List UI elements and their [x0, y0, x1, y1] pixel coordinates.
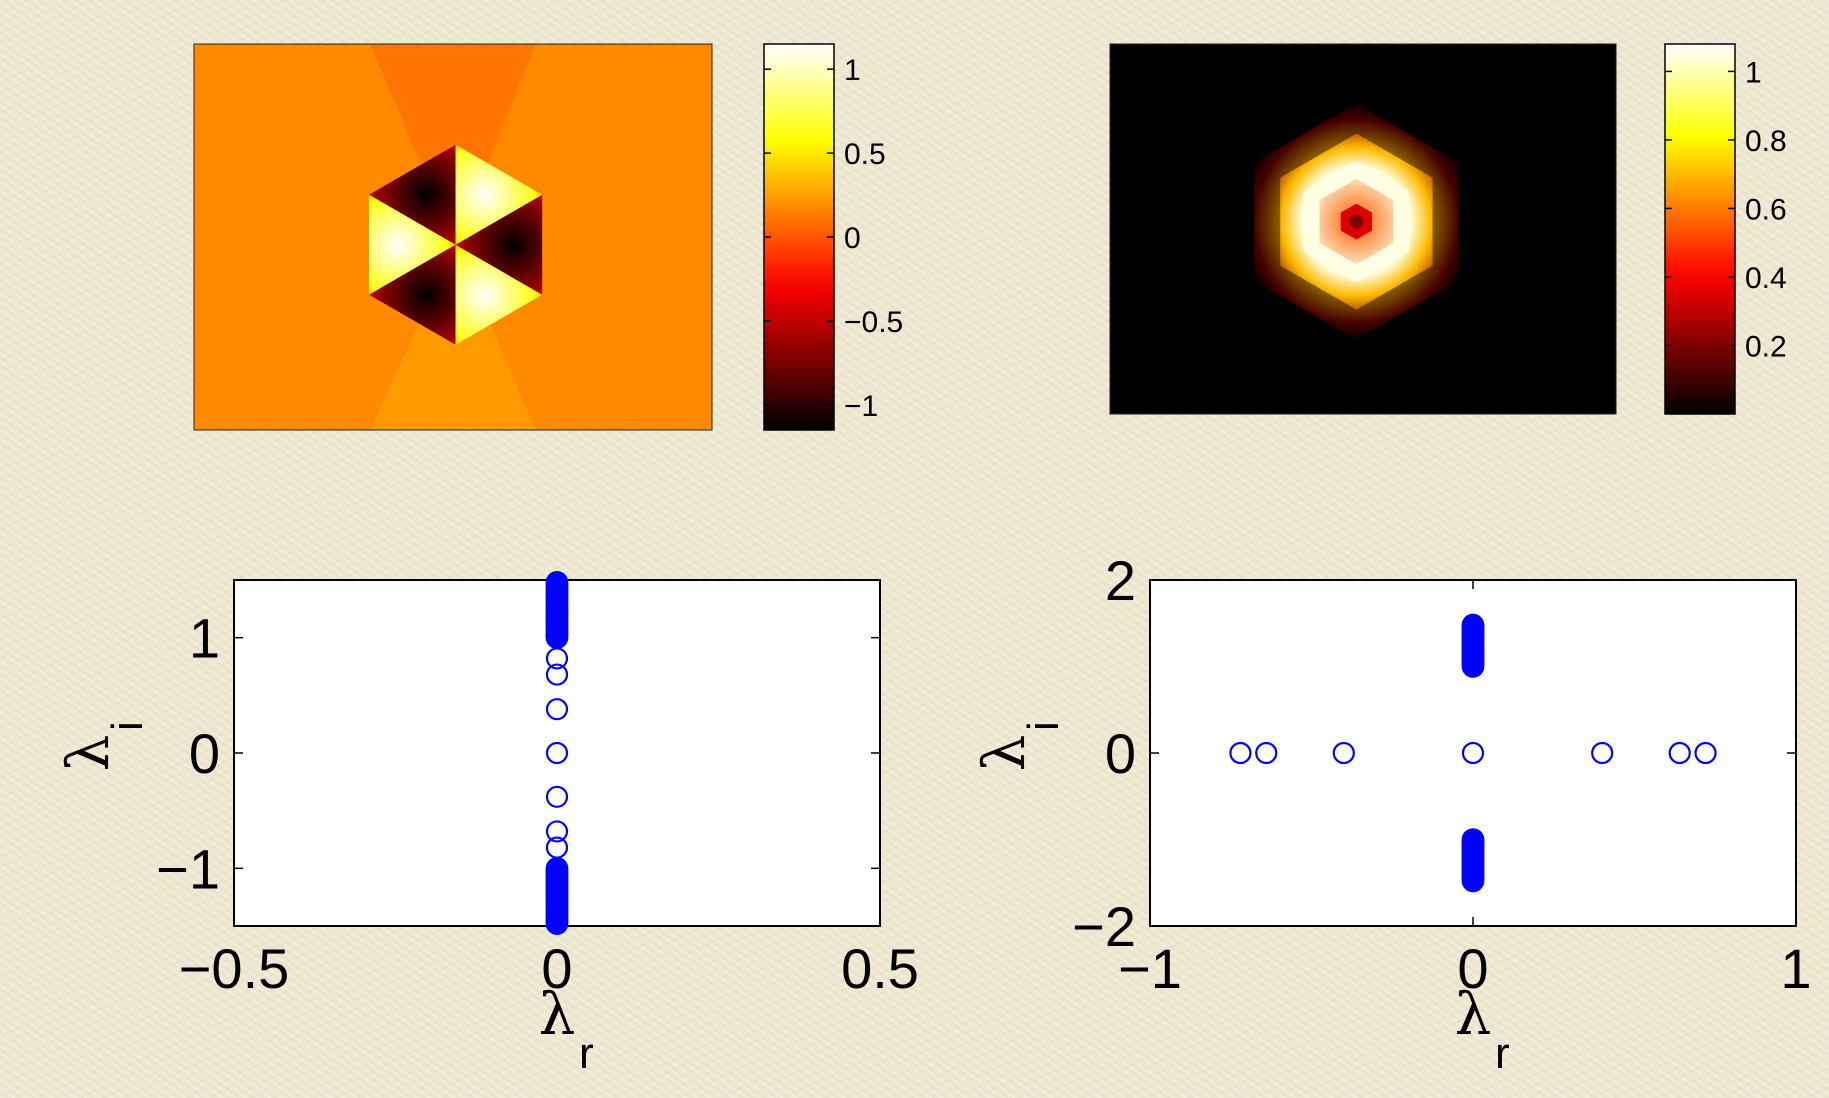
- data-point: [545, 857, 569, 880]
- y-axis-label: λ: [54, 735, 122, 772]
- colorbar-tick-label: 0.4: [1745, 262, 1787, 295]
- data-point: [1229, 741, 1252, 765]
- x-tick-label: 0.5: [841, 937, 919, 1000]
- heatmap-lobe: [455, 194, 543, 295]
- heatmap-lobe: [368, 244, 456, 345]
- heatmap-center-dot: [1349, 214, 1364, 229]
- x-tick-label: 0: [541, 937, 572, 1000]
- data-point: [545, 785, 569, 808]
- colorbar-tick-label: −1: [844, 390, 878, 423]
- colorbar-tick-label: 1: [844, 54, 861, 87]
- x-axis-label: λ: [539, 980, 576, 1048]
- y-axis-label: λ: [970, 735, 1038, 772]
- data-point: [1694, 741, 1717, 765]
- data-point: [545, 698, 569, 721]
- heatmap-frame: [1109, 43, 1617, 415]
- colorbar-tick-label: −0.5: [844, 306, 903, 339]
- data-point: [1255, 741, 1278, 765]
- y-tick-label: 1: [189, 607, 220, 670]
- x-tick-label: −1: [1118, 937, 1182, 1000]
- heatmap-frame: [193, 43, 713, 431]
- y-tick-label: −1: [156, 837, 220, 900]
- data-point: [545, 741, 569, 765]
- data-point: [545, 820, 569, 843]
- y-axis-label-group: λi: [54, 721, 152, 771]
- x-axis-label: λ: [1455, 980, 1492, 1048]
- y-axis-label-group: λi: [970, 721, 1068, 771]
- y-axis-label-subscript: i: [103, 721, 152, 731]
- y-axis-label-subscript: i: [1019, 721, 1068, 731]
- heatmap-panel-2: 1 0.8 0.6 0.4 0.2: [1109, 43, 1787, 415]
- colorbar-tick-label: 0.2: [1745, 330, 1787, 363]
- y-tick-label: 0: [189, 722, 220, 785]
- band-point: [1461, 828, 1485, 851]
- data-point: [1461, 741, 1485, 765]
- heatmap-ring: [1303, 161, 1410, 282]
- colorbar-tick-label: 0.8: [1745, 125, 1787, 158]
- heatmap-panel-1: 1 0.5 0 −0.5 −1: [193, 43, 903, 431]
- heatmap-lobe: [455, 244, 543, 345]
- x-axis-label-subscript: r: [1495, 1029, 1510, 1078]
- colorbar: [1664, 43, 1736, 415]
- colorbar: [763, 43, 835, 431]
- heatmap-lobe: [368, 194, 456, 295]
- heatmap-lobe: [368, 144, 456, 245]
- data-point: [1591, 741, 1614, 765]
- colorbar-tick-label: 0.6: [1745, 193, 1787, 226]
- data-point: [1332, 741, 1355, 765]
- band-point: [545, 571, 569, 594]
- y-tick-label: −2: [1072, 895, 1136, 958]
- data-point: [545, 626, 569, 649]
- x-tick-label: 0: [1457, 937, 1488, 1000]
- x-tick-label: −0.5: [179, 937, 290, 1000]
- x-tick-label: 1: [1780, 937, 1811, 1000]
- data-point: [1668, 741, 1691, 765]
- heatmap-lobe: [455, 144, 543, 245]
- colorbar-tick-label: 0.5: [844, 138, 886, 171]
- band-point: [1461, 613, 1485, 637]
- heatmap-sector-top: [370, 44, 536, 245]
- x-axis-label-subscript: r: [579, 1029, 594, 1078]
- colorbar-tick-label: 0: [844, 222, 861, 255]
- y-tick-label: 0: [1105, 722, 1136, 785]
- data-point: [545, 663, 569, 686]
- y-tick-label: 2: [1105, 549, 1136, 612]
- colorbar-tick-label: 1: [1745, 56, 1762, 89]
